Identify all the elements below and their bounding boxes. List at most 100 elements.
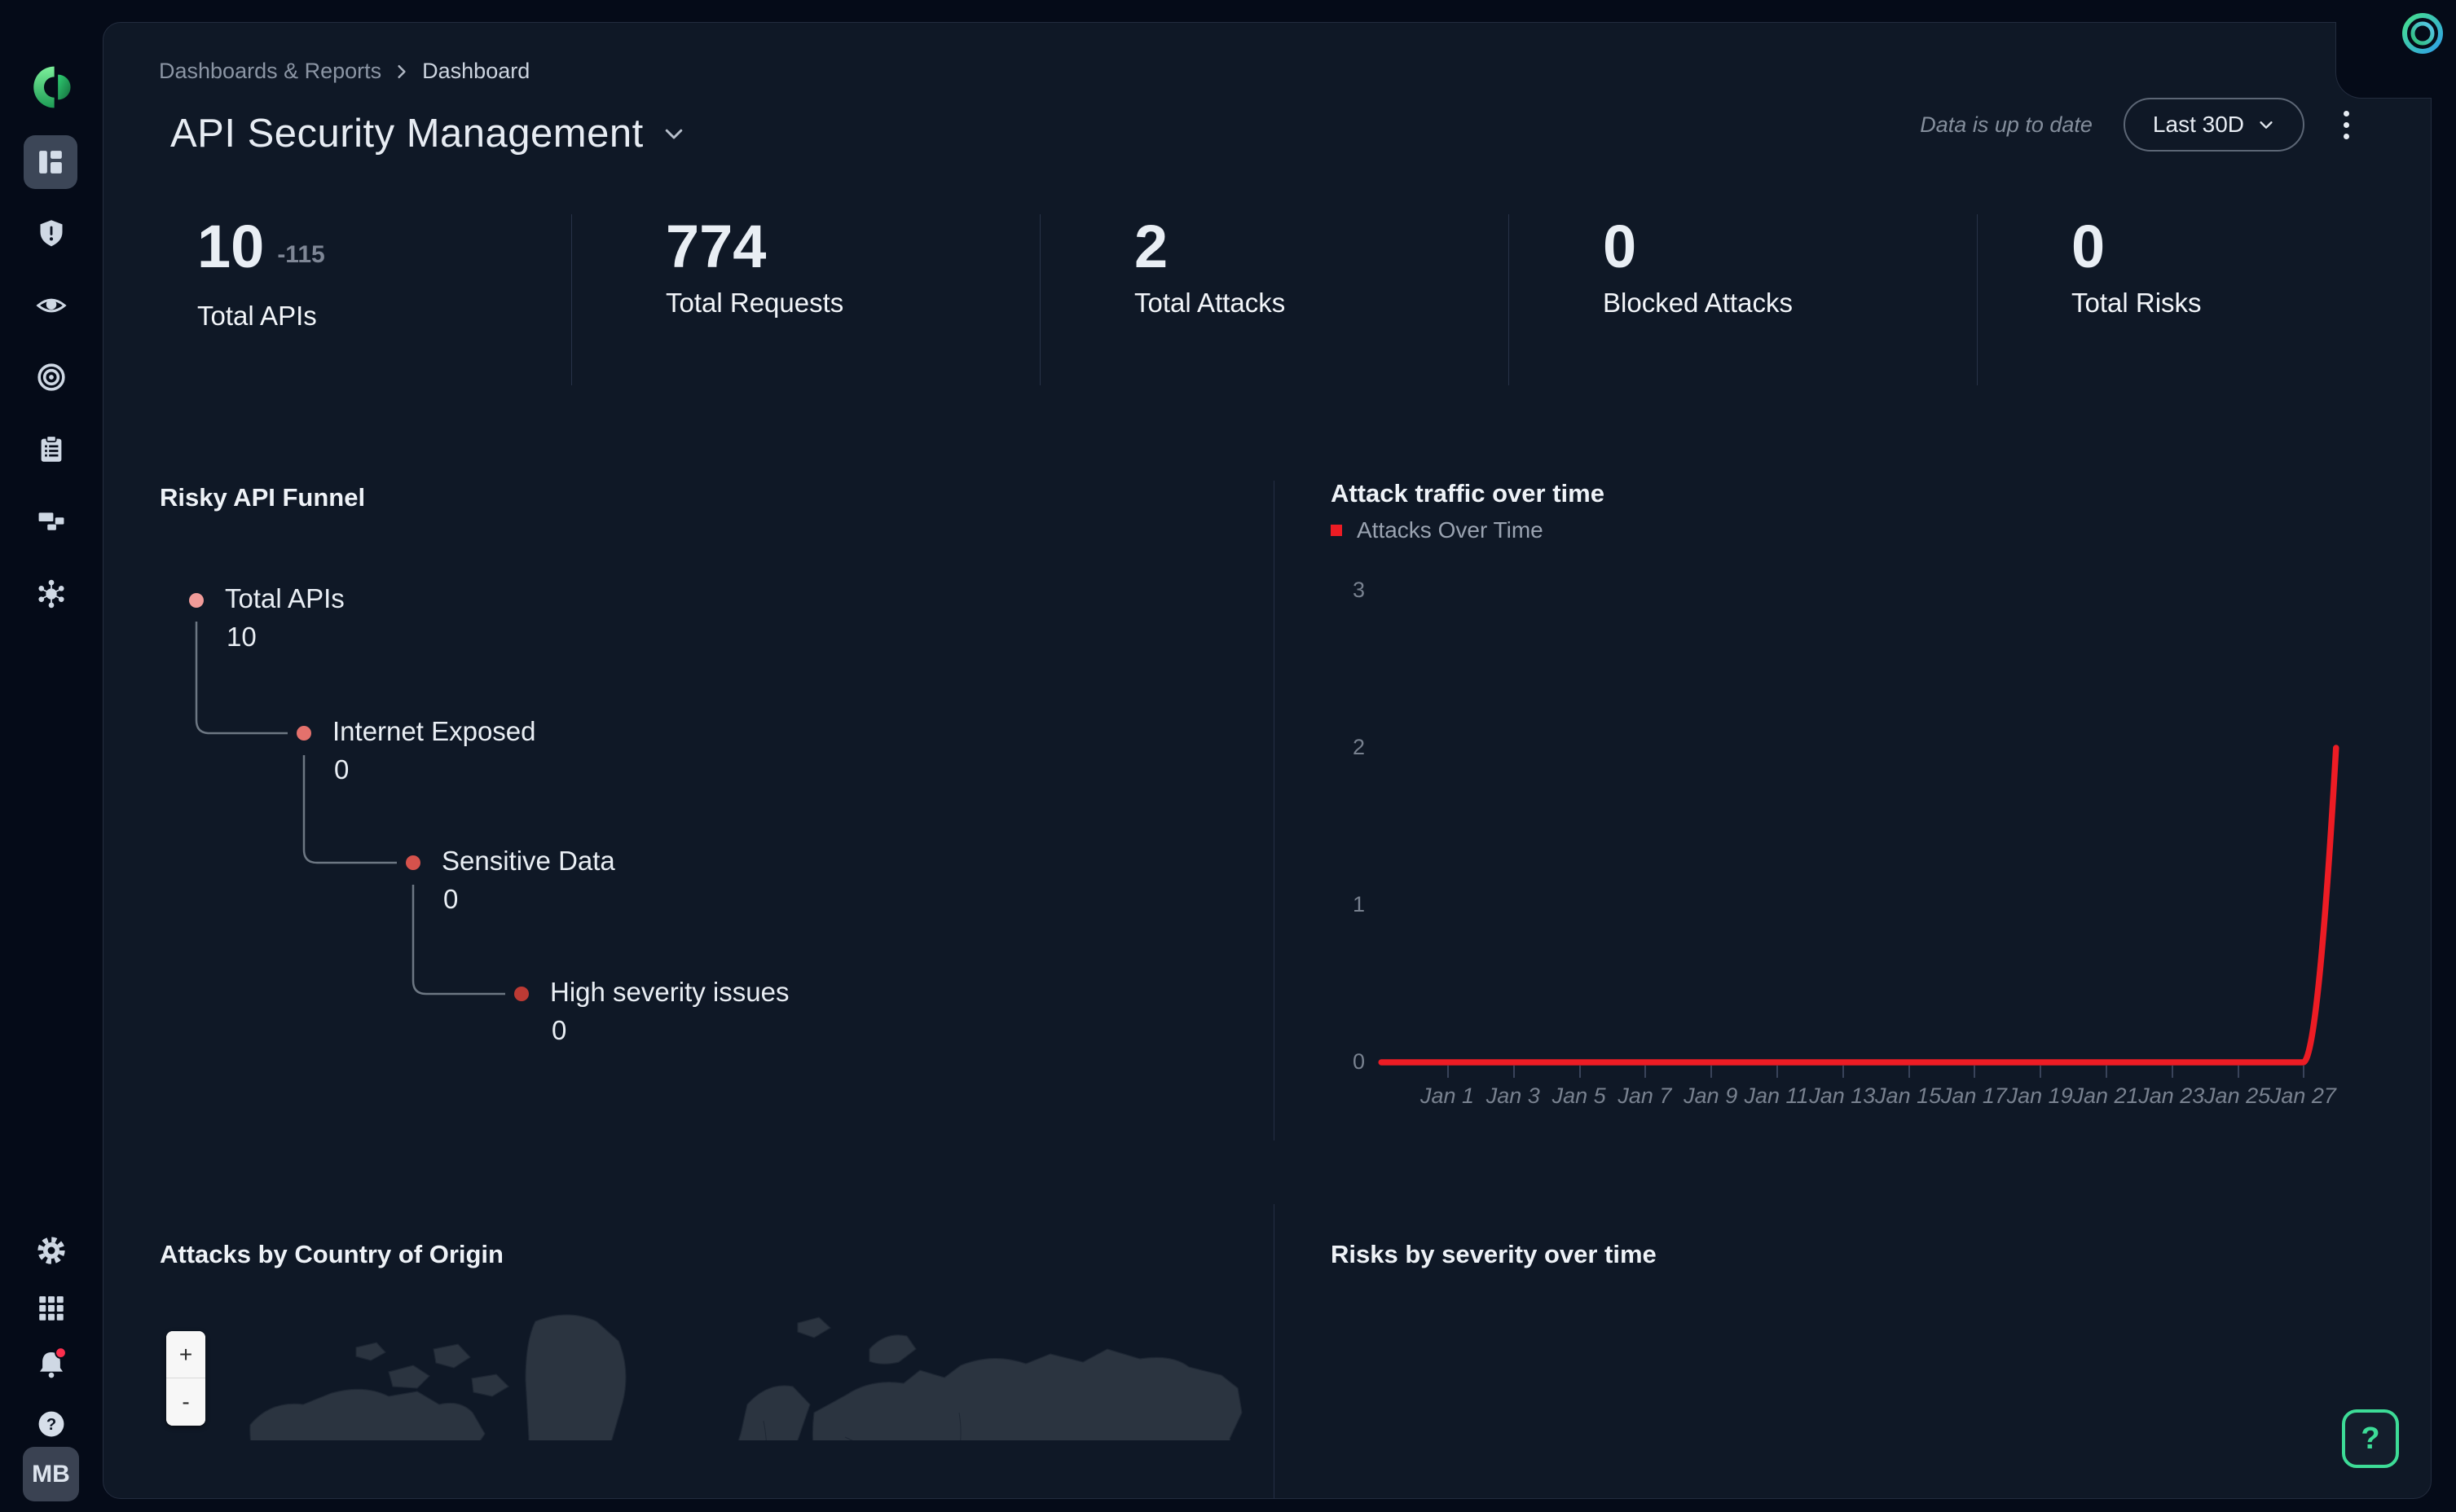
funnel-connectors (195, 622, 505, 996)
x-axis-tick: Jan 7 (1618, 1083, 1672, 1108)
x-axis-tick: Jan 5 (1552, 1083, 1606, 1108)
funnel-node-label: Total APIs (225, 583, 345, 613)
x-axis-tick: Jan 27 (2269, 1083, 2336, 1108)
stat-label: Total APIs (197, 301, 317, 331)
funnel-dot (406, 855, 420, 870)
stat-total-apis: 10 -115 Total APIs (103, 214, 571, 385)
time-range-select[interactable]: Last 30D (2123, 98, 2304, 152)
sidebar-item-help[interactable]: ? (0, 1409, 103, 1439)
x-axis-tickmark (1908, 1066, 1910, 1078)
chevron-right-icon (398, 64, 406, 78)
funnel-node-value: 0 (334, 754, 350, 785)
funnel-dot (514, 987, 529, 1001)
map-zoom-in-button[interactable]: + (166, 1331, 205, 1378)
sidebar: ? MB (0, 0, 103, 1512)
y-axis-tick: 1 (1352, 892, 1365, 916)
funnel-node-label: High severity issues (550, 977, 790, 1007)
bell-icon (39, 1347, 67, 1378)
layout-dashboard-icon (39, 151, 62, 174)
stat-label: Total Attacks (1134, 288, 1286, 318)
virus-icon (38, 579, 64, 609)
dashboard-title-dropdown[interactable]: API Security Management (170, 111, 686, 156)
stat-value: 0 (2071, 213, 2106, 280)
funnel-node-value: 0 (443, 884, 459, 914)
risks-panel-title: Risks by severity over time (1331, 1240, 1657, 1268)
map-zoom-out-button[interactable]: - (166, 1378, 205, 1426)
user-avatar[interactable]: MB (23, 1447, 79, 1501)
legend-swatch-red (1331, 525, 1342, 536)
x-axis-tickmark (2171, 1066, 2173, 1078)
funnel-node-value: 0 (552, 1015, 567, 1045)
stat-value: 774 (666, 213, 767, 280)
time-range-label: Last 30D (2152, 112, 2244, 137)
x-axis-tick: Jan 25 (2204, 1083, 2271, 1108)
funnel-node-label: Internet Exposed (332, 716, 536, 746)
clipboard-list-icon (41, 435, 62, 462)
x-axis-tick: Jan 21 (2072, 1083, 2139, 1108)
bullseye-icon (37, 363, 65, 391)
breadcrumb-current: Dashboard (422, 59, 530, 83)
help-circle-icon: ? (38, 1411, 64, 1437)
world-map (226, 1290, 1269, 1440)
chevron-down-icon (2260, 121, 2273, 129)
x-axis-tickmark (1644, 1066, 1647, 1078)
x-axis-tick: Jan 3 (1485, 1083, 1540, 1108)
y-axis-tick: 3 (1352, 578, 1365, 602)
stat-value: 10 -115 (197, 213, 325, 280)
svg-text:?: ? (46, 1416, 56, 1434)
data-status-text: Data is up to date (1920, 112, 2093, 137)
breadcrumb: Dashboards & Reports Dashboard (159, 59, 530, 84)
map-panel-title: Attacks by Country of Origin (160, 1240, 504, 1268)
funnel-dot (189, 593, 204, 608)
sidebar-item-notifications[interactable] (0, 1346, 103, 1382)
y-axis-tick: 2 (1352, 735, 1365, 759)
x-axis-tickmark (2303, 1066, 2305, 1078)
x-axis-tick: Jan 13 (1809, 1083, 1876, 1108)
notification-badge (55, 1347, 67, 1359)
stat-blocked-attacks: 0 Blocked Attacks (1508, 214, 1977, 385)
x-axis-tickmark (2106, 1066, 2107, 1078)
x-axis-tick: Jan 11 (1744, 1083, 1809, 1108)
sidebar-item-apps[interactable] (0, 1294, 103, 1323)
sidebar-item-shield[interactable] (0, 218, 103, 248)
stat-label: Total Risks (2071, 288, 2202, 318)
chart-legend: Attacks Over Time (1331, 517, 1543, 543)
x-axis-tickmark (1447, 1066, 1449, 1078)
x-axis-tickmark (2040, 1066, 2042, 1078)
shield-alert-icon (40, 220, 63, 247)
more-options-button[interactable] (2335, 103, 2357, 147)
sidebar-item-settings[interactable] (0, 1235, 103, 1266)
brand-logo-icon (0, 61, 103, 113)
breadcrumb-link-dashboards-reports[interactable]: Dashboards & Reports (159, 59, 382, 83)
sidebar-item-dashboards[interactable] (24, 135, 77, 189)
x-axis-tickmark (1842, 1066, 1844, 1078)
funnel-dot (297, 726, 311, 741)
gear-icon (37, 1237, 65, 1264)
sidebar-item-clipboard[interactable] (0, 434, 103, 464)
stat-label: Blocked Attacks (1603, 288, 1793, 318)
sidebar-item-blocks[interactable] (0, 507, 103, 536)
x-axis-tick: Jan 19 (2006, 1083, 2073, 1108)
main-panel: Dashboards & Reports Dashboard API Secur… (103, 22, 2432, 1499)
x-axis-tickmark (1512, 1066, 1515, 1078)
x-axis-tick: Jan 1 (1419, 1083, 1475, 1108)
stat-delta: -115 (277, 241, 325, 268)
x-axis-tickmark (1776, 1066, 1778, 1078)
x-axis-tickmark (2237, 1066, 2239, 1078)
map-zoom-control: + - (166, 1331, 205, 1426)
funnel-panel-title: Risky API Funnel (160, 483, 366, 512)
y-axis-tick: 0 (1352, 1049, 1365, 1074)
attack-line-series (1378, 745, 2339, 1066)
page-title: API Security Management (170, 112, 644, 156)
sidebar-item-bullseye[interactable] (0, 363, 103, 392)
stats-row: 10 -115 Total APIs 774 Total Requests 2 Total … (103, 214, 2432, 385)
x-axis-tick: Jan 9 (1684, 1083, 1738, 1108)
help-button[interactable]: ? (2342, 1409, 2399, 1468)
x-axis-tick: Jan 17 (1940, 1083, 2007, 1108)
x-axis-tick: Jan 15 (1875, 1083, 1942, 1108)
sidebar-item-eye[interactable] (0, 291, 103, 320)
stat-total-risks: 0 Total Risks (1977, 214, 2432, 385)
stat-total-requests: 774 Total Requests (571, 214, 1040, 385)
attack-chart-title: Attack traffic over time (1331, 479, 1604, 508)
sidebar-item-virus[interactable] (0, 579, 103, 609)
